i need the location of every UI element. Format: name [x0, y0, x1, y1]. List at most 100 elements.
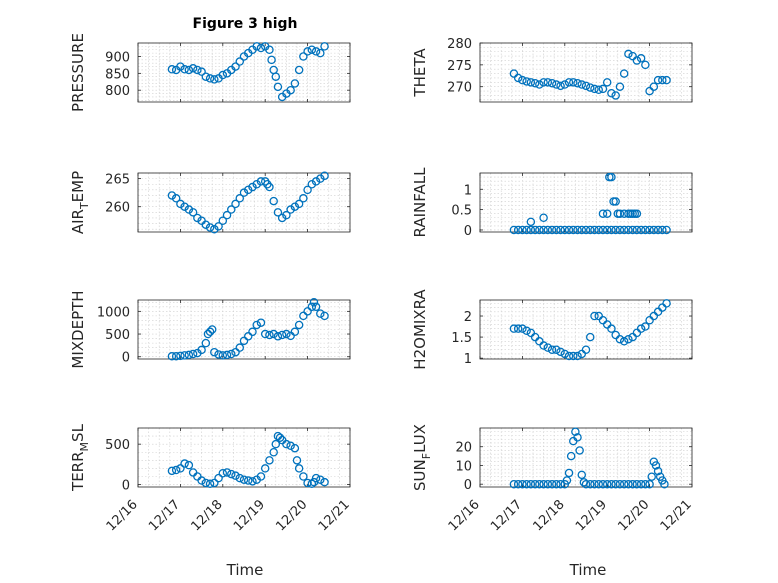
data-point: [171, 465, 181, 475]
data-point: [239, 188, 249, 197]
x-tick-label: 12/17: [146, 497, 183, 534]
data-point: [653, 466, 663, 476]
y-tick-label: 270: [447, 81, 472, 96]
data-point: [573, 78, 582, 88]
data-point: [269, 329, 278, 339]
data-point: [180, 351, 189, 360]
y-tick-label: 1000: [97, 305, 130, 320]
data-point: [602, 320, 612, 329]
data-point: [615, 479, 625, 489]
data-point: [569, 78, 578, 87]
axes-box: [137, 427, 351, 488]
data-point: [641, 322, 650, 331]
data-point: [653, 75, 663, 85]
data-point: [581, 479, 591, 489]
data-point: [594, 225, 603, 235]
data-point: [316, 475, 325, 484]
y-axis-label: H2OMIXRA: [411, 289, 429, 370]
data-point: [309, 298, 319, 307]
data-point: [316, 309, 325, 318]
data-point: [252, 42, 261, 51]
y-tick-label: 10: [455, 459, 472, 474]
data-point: [227, 349, 236, 359]
data-point: [197, 476, 206, 485]
y-axis-label: AIRTEMP: [69, 171, 91, 234]
x-tick-label: 12/18: [189, 497, 226, 534]
data-point: [210, 224, 219, 234]
data-point: [577, 225, 587, 235]
data-point: [218, 469, 228, 478]
data-point: [590, 311, 599, 321]
data-point: [286, 441, 295, 451]
data-point: [562, 476, 572, 485]
data-point: [552, 345, 561, 354]
data-point: [260, 464, 270, 473]
data-point: [594, 85, 603, 95]
y-tick-label: 0: [122, 479, 130, 494]
data-point: [210, 478, 219, 488]
data-point: [167, 65, 177, 74]
data-point: [299, 472, 308, 481]
data-point: [556, 225, 565, 235]
x-tick-label: 12/19: [573, 497, 610, 534]
data-point: [526, 78, 536, 87]
data-point: [243, 185, 253, 195]
data-point: [188, 208, 198, 217]
data-point: [231, 62, 240, 71]
data-point: [273, 82, 283, 92]
data-point: [615, 225, 625, 235]
data-point: [543, 225, 553, 235]
subplot-theta: 270 275 280 THETA: [411, 37, 693, 103]
data-point: [526, 479, 536, 489]
data-point: [252, 179, 261, 189]
data-point: [569, 351, 578, 361]
data-point: [320, 311, 329, 321]
data-point: [290, 327, 300, 337]
data-point: [615, 209, 625, 218]
data-point: [294, 65, 304, 75]
y-tick-label: 1: [464, 183, 472, 198]
data-point: [573, 225, 582, 235]
x-tick-label: 12/21: [658, 497, 695, 534]
y-tick-label: 280: [447, 37, 472, 52]
data-point: [573, 351, 582, 361]
x-tick-label: 12/18: [531, 497, 568, 534]
data-point: [602, 78, 612, 87]
data-point: [184, 65, 194, 75]
data-point: [619, 337, 629, 346]
data-point: [269, 447, 278, 457]
data-point: [522, 77, 531, 86]
data-point: [231, 471, 240, 480]
data-point: [619, 479, 629, 489]
data-point: [292, 456, 302, 465]
x-axis-label-left: Time: [226, 561, 264, 579]
data-point: [636, 324, 646, 333]
x-tick-label: 12/19: [231, 497, 268, 534]
data-point: [649, 225, 659, 235]
data-point: [539, 225, 548, 235]
data-point: [577, 349, 587, 359]
data-point: [645, 86, 654, 96]
data-point: [602, 225, 612, 235]
data-point: [180, 65, 189, 74]
data-point: [662, 75, 671, 85]
data-point: [624, 334, 633, 344]
y-axis-label: SUNFLUX: [411, 424, 433, 491]
data-point: [235, 473, 245, 483]
data-point: [543, 479, 553, 489]
y-tick-label: 2: [464, 310, 472, 325]
axes-box: [479, 427, 693, 488]
subplot-air-temp: 260 265 AIRTEMP: [69, 171, 351, 234]
data-point: [277, 330, 287, 340]
y-tick-label: 500: [105, 328, 130, 343]
data-point: [660, 479, 669, 489]
y-tick-label: 800: [105, 84, 130, 99]
data-point: [201, 220, 211, 229]
y-tick-label: 900: [105, 50, 130, 65]
data-point: [286, 205, 295, 214]
data-point: [256, 43, 266, 53]
data-point: [513, 73, 523, 83]
data-point: [577, 470, 587, 480]
data-point: [176, 62, 185, 71]
data-point: [210, 75, 219, 84]
